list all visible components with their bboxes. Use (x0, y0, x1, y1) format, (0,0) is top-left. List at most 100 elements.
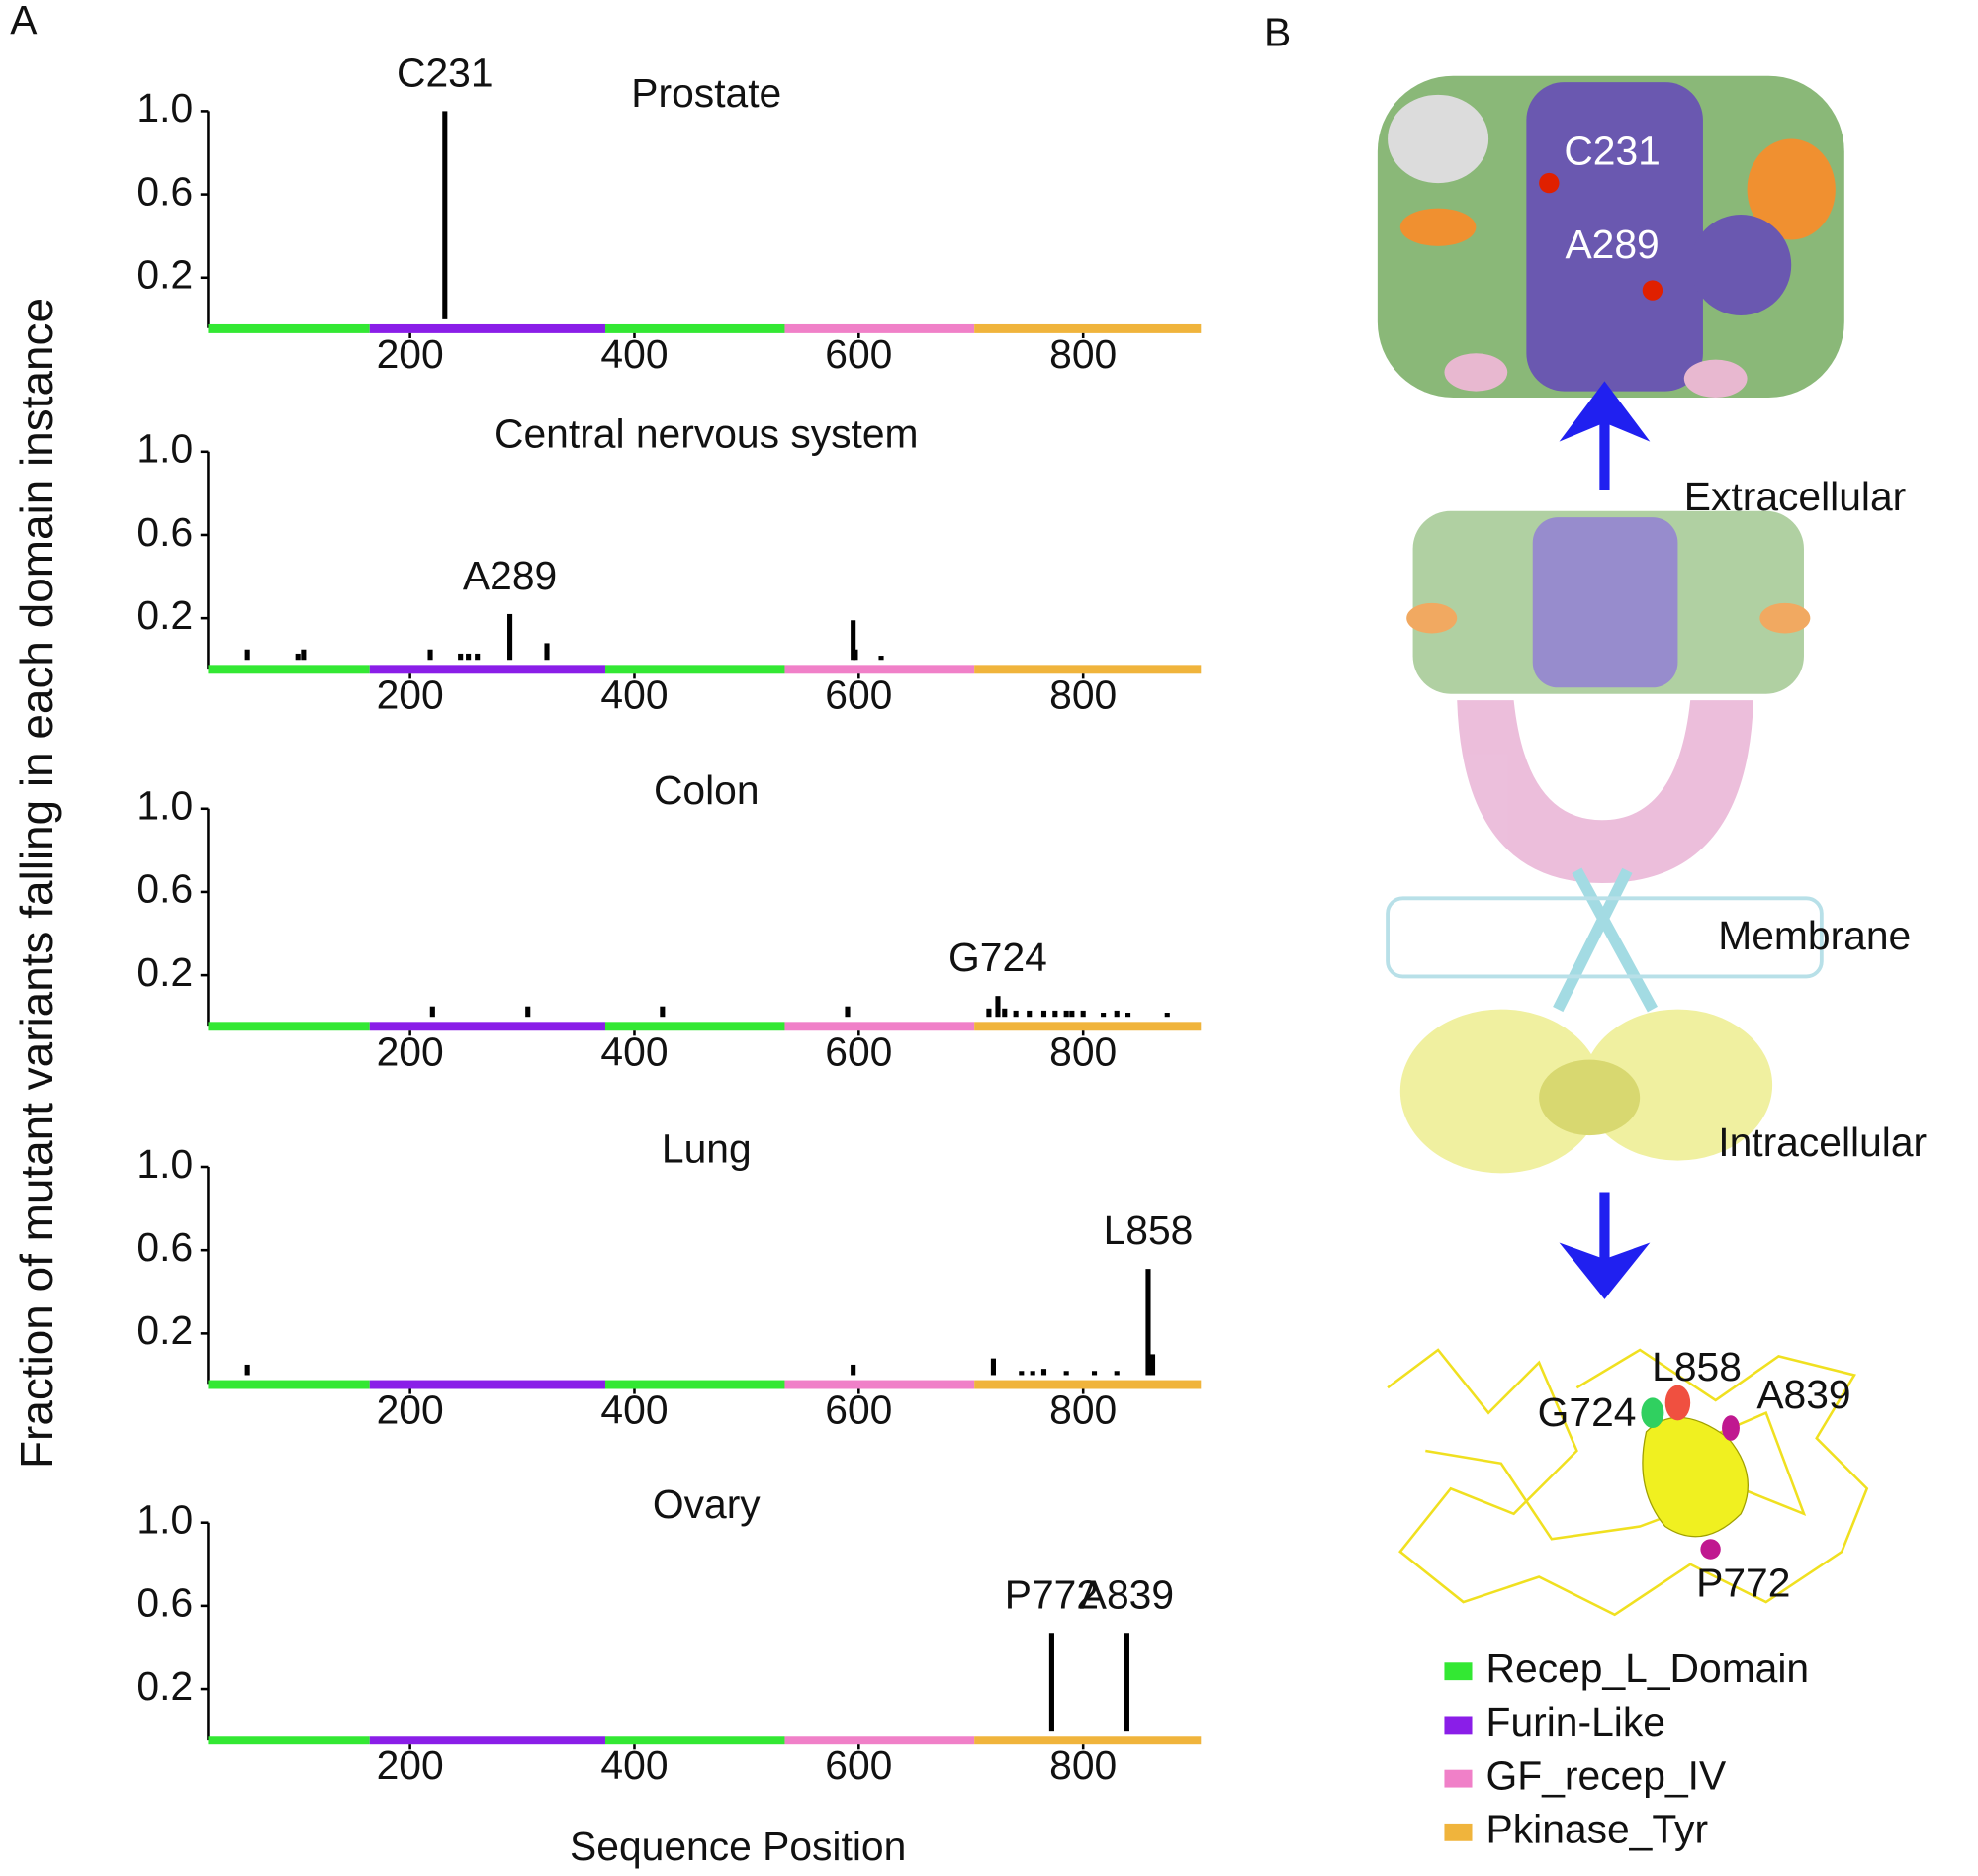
stem (660, 1006, 666, 1018)
y-axis-label: Fraction of mutant variants falling in e… (11, 298, 62, 1469)
domain-segment (974, 323, 1202, 333)
annotation: P772 (1005, 1571, 1099, 1617)
stem (851, 1364, 856, 1376)
arrow-down (1559, 1192, 1651, 1299)
stem (1091, 1371, 1098, 1376)
stem (1013, 1010, 1019, 1018)
x-tick-label: 600 (825, 1742, 892, 1788)
legend-label: Recep_L_Domain (1486, 1646, 1810, 1691)
panel-label: A (10, 0, 38, 43)
y-tick-label: 1.0 (136, 85, 193, 131)
stem (1114, 1371, 1120, 1376)
stem (1052, 1010, 1058, 1018)
domain-segment (784, 1380, 975, 1389)
y-tick-label: 0.2 (136, 949, 193, 995)
stem (1124, 1633, 1129, 1732)
y-tick-label: 0.6 (136, 1580, 193, 1626)
y-tick-label: 1.0 (136, 426, 193, 472)
arrow-up (1559, 381, 1651, 491)
x-tick-label: 200 (377, 1742, 444, 1788)
domain-segment (208, 1736, 370, 1745)
legend-swatch (1444, 1662, 1473, 1681)
y-tick-label: 0.2 (136, 252, 193, 298)
annotation: G724 (948, 935, 1047, 980)
x-tick-label: 200 (377, 1028, 444, 1074)
stem (295, 653, 301, 661)
chart-title: Ovary (653, 1481, 761, 1527)
y-tick-label: 0.6 (136, 168, 193, 214)
structure-label: A839 (1756, 1372, 1850, 1417)
stem (990, 1358, 996, 1376)
domain-segment (604, 323, 785, 333)
domain-segment (208, 1022, 370, 1031)
domain-segment (369, 1736, 605, 1745)
structure-pocket (1641, 1385, 1749, 1560)
x-axis-label: Sequence Position (570, 1824, 906, 1869)
structure-label: P772 (1696, 1560, 1790, 1605)
stem (995, 996, 1001, 1018)
structure-label: C231 (1564, 129, 1661, 174)
y-tick-label: 0.6 (136, 1224, 193, 1270)
domain-segment (369, 1022, 605, 1031)
structure-label: A289 (1565, 222, 1659, 267)
stem (466, 653, 472, 661)
stem (1063, 1010, 1069, 1018)
domain-segment (604, 665, 785, 674)
annotation: A289 (463, 553, 557, 598)
stem (244, 1364, 250, 1376)
stem (1027, 1010, 1033, 1018)
domain-segment (604, 1736, 785, 1745)
legend-swatch (1444, 1716, 1473, 1735)
stem (544, 643, 550, 661)
domain-segment (974, 1380, 1202, 1389)
structure-label: Membrane (1718, 913, 1911, 958)
structure-label: G724 (1538, 1389, 1637, 1435)
stem (427, 649, 433, 661)
stem (1069, 1010, 1075, 1018)
x-tick-label: 600 (825, 1028, 892, 1074)
x-tick-label: 600 (825, 331, 892, 377)
stem (1149, 1354, 1156, 1376)
domain-segment (974, 1022, 1202, 1031)
domain-segment (784, 665, 975, 674)
legend-label: Pkinase_Tyr (1486, 1807, 1708, 1852)
chart-title: Colon (654, 767, 760, 813)
y-tick-label: 1.0 (136, 1141, 193, 1187)
domain-segment (784, 323, 975, 333)
stem (1040, 1010, 1047, 1018)
annotation: A839 (1080, 1571, 1174, 1617)
stem (1101, 1013, 1107, 1018)
legend-swatch (1444, 1769, 1473, 1788)
domain-segment (604, 1022, 785, 1031)
stem (845, 1006, 851, 1018)
x-tick-label: 200 (377, 671, 444, 717)
panel-label: B (1264, 10, 1291, 55)
legend-label: GF_recep_IV (1486, 1752, 1727, 1798)
stem (475, 653, 481, 661)
stem (1063, 1371, 1069, 1376)
domain-segment (974, 1736, 1202, 1745)
structure-kinase (1399, 1009, 1773, 1174)
y-tick-label: 1.0 (136, 783, 193, 829)
stem (1030, 1371, 1035, 1376)
x-tick-label: 800 (1049, 1387, 1117, 1433)
structure-label: L858 (1652, 1344, 1742, 1389)
stem (878, 656, 884, 661)
stem (429, 1006, 435, 1018)
membrane-box (1386, 896, 1824, 979)
stem (1040, 1369, 1047, 1376)
structure-top (1377, 75, 1844, 398)
stem (1002, 1008, 1008, 1018)
x-tick-label: 600 (825, 671, 892, 717)
domain-segment (208, 665, 370, 674)
domain-segment (369, 665, 605, 674)
x-tick-label: 200 (377, 331, 444, 377)
structure-label: Extracellular (1684, 474, 1906, 519)
y-tick-label: 0.2 (136, 592, 193, 638)
stem (1080, 1010, 1086, 1018)
chart-title: Prostate (631, 70, 781, 116)
stem (853, 649, 858, 661)
stem (1145, 1269, 1151, 1376)
